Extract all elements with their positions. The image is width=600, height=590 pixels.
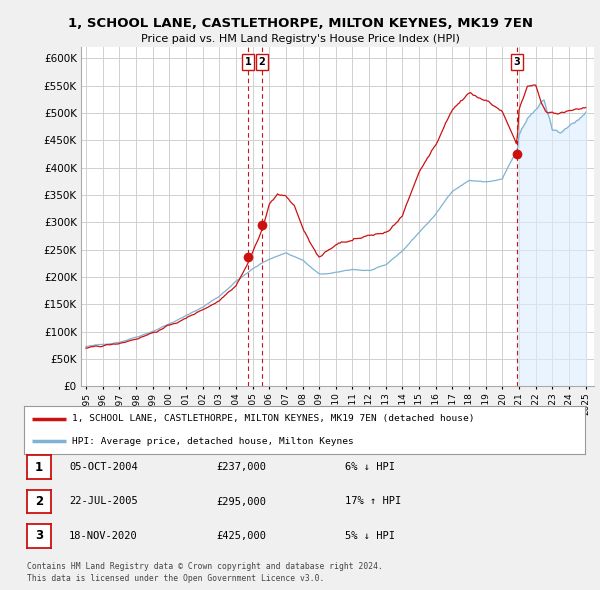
Text: HPI: Average price, detached house, Milton Keynes: HPI: Average price, detached house, Milt… xyxy=(71,437,353,445)
Text: 1: 1 xyxy=(35,461,43,474)
Text: 18-NOV-2020: 18-NOV-2020 xyxy=(69,531,138,540)
Text: 6% ↓ HPI: 6% ↓ HPI xyxy=(345,463,395,472)
Text: 22-JUL-2005: 22-JUL-2005 xyxy=(69,497,138,506)
Text: £237,000: £237,000 xyxy=(216,463,266,472)
Text: 1, SCHOOL LANE, CASTLETHORPE, MILTON KEYNES, MK19 7EN: 1, SCHOOL LANE, CASTLETHORPE, MILTON KEY… xyxy=(67,17,533,30)
Text: 2: 2 xyxy=(259,57,265,67)
Text: £425,000: £425,000 xyxy=(216,531,266,540)
Text: 1: 1 xyxy=(245,57,252,67)
Text: 17% ↑ HPI: 17% ↑ HPI xyxy=(345,497,401,506)
Text: 1, SCHOOL LANE, CASTLETHORPE, MILTON KEYNES, MK19 7EN (detached house): 1, SCHOOL LANE, CASTLETHORPE, MILTON KEY… xyxy=(71,415,474,424)
Text: 05-OCT-2004: 05-OCT-2004 xyxy=(69,463,138,472)
Text: 2: 2 xyxy=(35,495,43,508)
Text: 3: 3 xyxy=(514,57,520,67)
Text: £295,000: £295,000 xyxy=(216,497,266,506)
Text: 3: 3 xyxy=(35,529,43,542)
Text: 5% ↓ HPI: 5% ↓ HPI xyxy=(345,531,395,540)
Text: Contains HM Land Registry data © Crown copyright and database right 2024.
This d: Contains HM Land Registry data © Crown c… xyxy=(27,562,383,583)
Text: Price paid vs. HM Land Registry's House Price Index (HPI): Price paid vs. HM Land Registry's House … xyxy=(140,34,460,44)
